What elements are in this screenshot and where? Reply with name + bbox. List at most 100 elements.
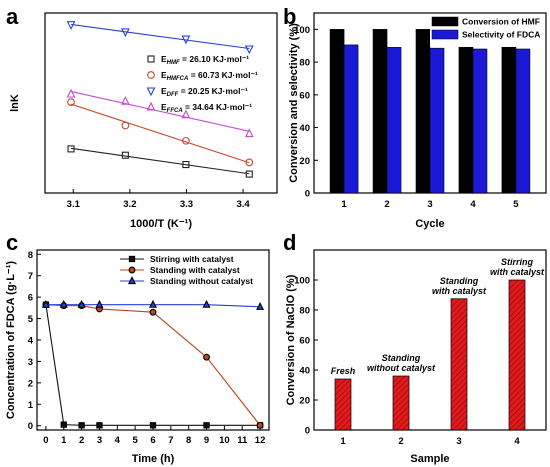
y-axis-title: Conversion of NaClO (%) [285, 274, 297, 405]
x-tick-label: 5 [133, 435, 139, 446]
data-point [256, 301, 265, 310]
y-tick-label: 80 [299, 306, 310, 317]
y-tick-label: 3 [28, 357, 33, 368]
data-point [95, 299, 104, 308]
legend-swatch [431, 16, 459, 27]
x-tick-label: 2 [384, 199, 389, 210]
data-point [67, 145, 75, 153]
x-tick-label: 3 [97, 435, 102, 446]
bar [386, 47, 402, 194]
legend-entry: EDFF = 20.25 KJ·mol⁻¹ [161, 86, 248, 98]
data-point [41, 299, 50, 308]
data-point [121, 151, 129, 159]
data-point [203, 422, 210, 429]
data-point [59, 299, 68, 308]
data-point [182, 161, 190, 169]
panel-b-cycle-bar-chart: b 0 20 40 60 80 100 1 2 3 4 5 Cycle Conversion and se… [283, 4, 547, 230]
y-tick-label: 80 [299, 58, 310, 69]
data-point [60, 421, 67, 428]
legend-marker [147, 55, 155, 63]
bar [501, 29, 517, 194]
bar [343, 44, 359, 194]
y-tick-label: 2 [28, 378, 33, 389]
bar-annotation: with catalyst [490, 267, 545, 277]
panel-label: b [283, 4, 296, 29]
bar-annotation: Fresh [331, 366, 356, 376]
bar [415, 29, 431, 194]
data-point [149, 299, 157, 308]
x-tick-label: 3.3 [180, 199, 193, 210]
data-point [66, 21, 76, 30]
bar [458, 29, 474, 194]
bar [372, 29, 388, 194]
bar [429, 47, 445, 194]
data-point [244, 128, 254, 138]
bar [508, 279, 526, 431]
x-tick-label: 10 [219, 435, 230, 446]
legend-entry: Conversion of HMF [462, 17, 540, 27]
legend-marker [128, 255, 136, 263]
data-point [202, 299, 211, 308]
x-tick-label: 3.4 [236, 199, 250, 210]
data-point [121, 121, 130, 130]
x-tick-label: 2 [79, 435, 84, 446]
data-point [149, 422, 157, 429]
data-point [77, 299, 86, 308]
x-tick-label: 11 [237, 435, 248, 446]
x-tick-label: 0 [43, 435, 48, 446]
panel-label: c [6, 230, 18, 255]
y-tick-label: 7 [28, 271, 33, 282]
x-tick-label: 9 [204, 435, 209, 446]
y-tick-label: 6 [28, 293, 33, 304]
y-axis-title: Conversion and selectivity (%) [288, 23, 300, 183]
x-axis-title: Cycle [415, 218, 444, 230]
data-point [245, 170, 253, 178]
y-axis-title: Concentration of FDCA (g·L⁻¹) [5, 261, 17, 419]
data-point [149, 308, 157, 316]
plot-frame [44, 12, 278, 194]
y-tick-label: 60 [299, 90, 310, 101]
panel-a-activation-energy-plot: a 3.1 3.2 3.3 3.4 1000/T (K⁻¹) lnK EHMF = 26.10… [6, 4, 278, 230]
x-tick-label: 2 [398, 436, 403, 447]
y-tick-label: 1 [28, 400, 34, 411]
y-tick-label: 100 [294, 276, 310, 287]
series-line [45, 304, 261, 426]
legend-entry: Standing without catalyst [150, 276, 253, 286]
panel-label: a [6, 4, 19, 29]
y-axis-title: lnK [9, 94, 21, 112]
data-point [96, 422, 103, 429]
fit-line [70, 147, 250, 175]
x-tick-label: 3.2 [123, 199, 136, 210]
y-tick-label: 100 [294, 25, 310, 36]
x-tick-label: 4 [470, 199, 476, 210]
y-tick-label: 5 [28, 314, 34, 325]
x-tick-label: 4 [115, 435, 121, 446]
legend-marker [128, 276, 136, 285]
x-tick-label: 7 [168, 435, 173, 446]
data-point [181, 35, 191, 45]
x-tick-label: 1 [340, 436, 346, 447]
bar [515, 48, 531, 194]
x-tick-label: 1 [341, 199, 347, 210]
y-tick-label: 40 [299, 123, 310, 134]
legend-entry: EHMFCA = 60.73 KJ·mol⁻¹ [161, 70, 258, 82]
x-tick-label: 5 [513, 199, 519, 210]
y-tick-label: 4 [28, 336, 34, 347]
legend-entry: EHMF = 26.10 KJ·mol⁻¹ [161, 54, 249, 66]
data-point [244, 45, 254, 55]
legend-entry: EFFCA = 34.64 KJ·mol⁻¹ [161, 102, 252, 114]
y-tick-label: 0 [305, 426, 310, 437]
legend-marker [146, 87, 156, 97]
legend-marker [146, 101, 156, 111]
legend-marker [128, 266, 136, 274]
bar [450, 298, 468, 431]
series-line [45, 304, 261, 426]
y-tick-label: 0 [28, 421, 33, 432]
x-tick-label: 1 [61, 435, 67, 446]
y-tick-label: 20 [299, 156, 310, 167]
legend-entry: Standing with catalyst [150, 265, 240, 275]
x-tick-label: 3 [427, 199, 432, 210]
data-point [245, 158, 254, 167]
